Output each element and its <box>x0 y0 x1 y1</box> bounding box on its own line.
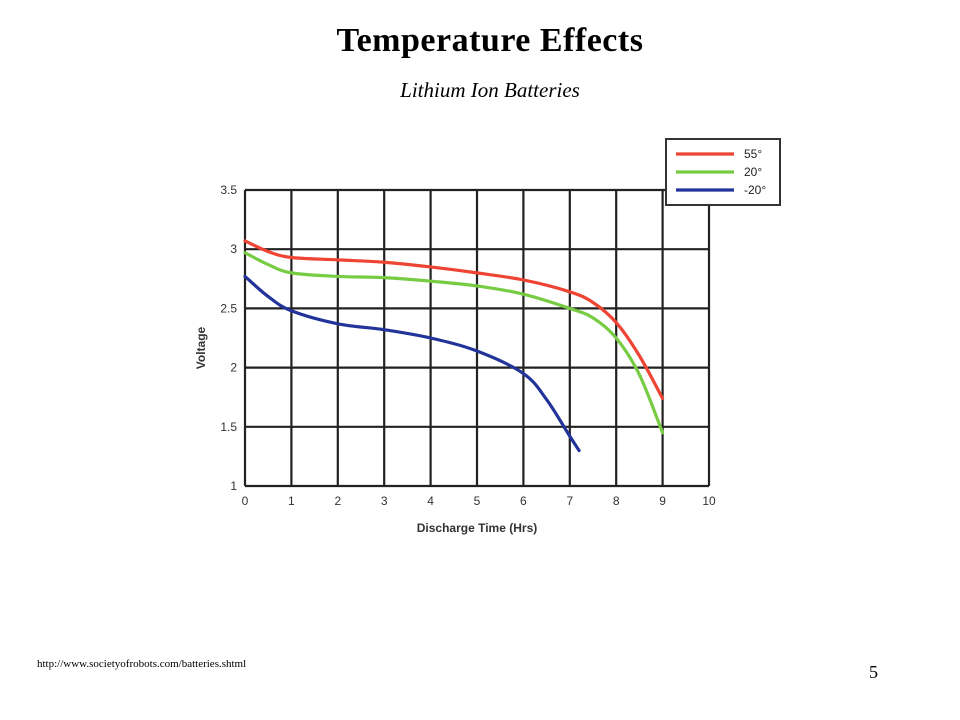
x-tick-label: 1 <box>288 494 295 508</box>
y-axis-label: Voltage <box>194 326 208 369</box>
x-tick-label: 8 <box>613 494 620 508</box>
y-tick-label: 3.5 <box>220 183 237 197</box>
source-url: http://www.societyofrobots.com/batteries… <box>37 658 247 670</box>
slide-subtitle: Lithium Ion Batteries <box>400 78 580 102</box>
x-tick-label: 6 <box>520 494 527 508</box>
legend-entry-20-label: 20° <box>744 165 762 179</box>
x-axis-label: Discharge Time (Hrs) <box>417 521 538 535</box>
y-tick-label: 3 <box>230 242 237 256</box>
page-number: 5 <box>869 662 878 682</box>
y-tick-label: 2 <box>230 361 237 375</box>
y-tick-label: 2.5 <box>220 301 237 315</box>
y-tick-label: 1.5 <box>220 420 237 434</box>
legend-entry-55-label: 55° <box>744 147 762 161</box>
x-tick-label: 9 <box>659 494 666 508</box>
legend-entry-neg20-label: -20° <box>744 183 766 197</box>
x-tick-label: 5 <box>474 494 481 508</box>
slide-title: Temperature Effects <box>336 22 644 59</box>
x-tick-label: 10 <box>702 494 716 508</box>
series-line-20 <box>243 251 665 435</box>
x-tick-label: 4 <box>427 494 434 508</box>
y-tick-label: 1 <box>230 479 237 493</box>
series-line-neg20 <box>243 274 581 453</box>
x-tick-label: 3 <box>381 494 388 508</box>
series-line-55 <box>243 239 665 400</box>
x-tick-label: 0 <box>242 494 249 508</box>
x-tick-label: 2 <box>334 494 341 508</box>
x-tick-label: 7 <box>566 494 573 508</box>
